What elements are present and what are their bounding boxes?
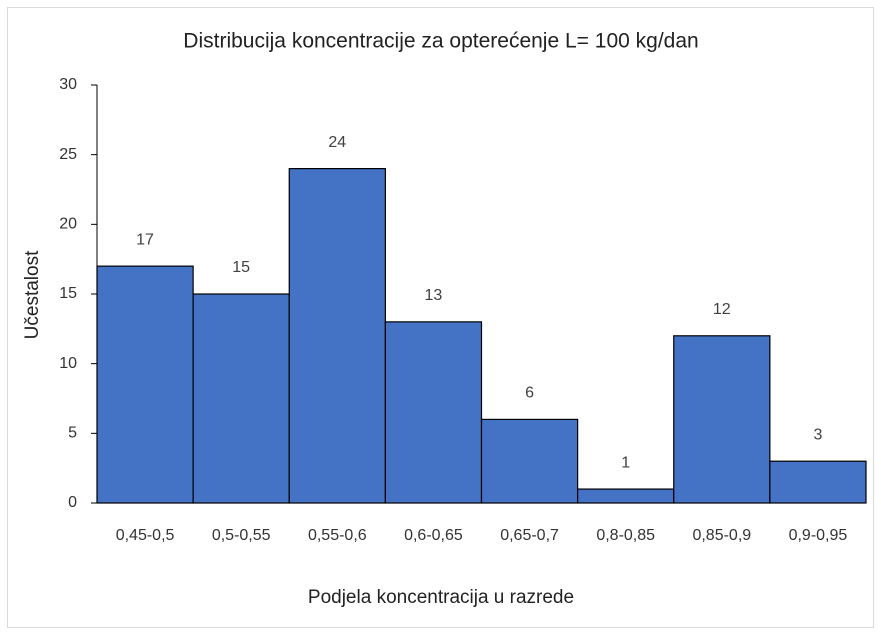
data-label: 6: [525, 385, 534, 402]
x-tick-label: 0,6-0,65: [404, 527, 463, 544]
x-tick-label: 0,65-0,7: [500, 527, 559, 544]
bar: [288, 168, 386, 504]
y-axis-label: Učestalost: [22, 250, 43, 339]
x-tick-label: 0,8-0,85: [596, 527, 655, 544]
y-tick-label: 15: [59, 285, 77, 302]
bar: [384, 321, 483, 504]
bar: [192, 293, 290, 504]
data-label: 15: [232, 259, 250, 276]
y-tick-label: 10: [59, 355, 77, 372]
bar: [769, 460, 867, 504]
bar: [673, 335, 771, 504]
data-label: 24: [328, 134, 346, 151]
x-tick-label: 0,9-0,95: [789, 527, 848, 544]
data-label: 1: [621, 454, 630, 471]
x-axis-label: Podjela koncentracija u razrede: [308, 587, 574, 608]
data-label: 13: [425, 287, 443, 304]
chart-title: Distribucija koncentracije za opterećenj…: [183, 30, 698, 53]
bar: [480, 418, 579, 504]
y-tick-label: 0: [68, 494, 77, 511]
y-tick-label: 20: [59, 216, 77, 233]
y-tick-label: 25: [59, 146, 77, 163]
data-label: 17: [136, 231, 154, 248]
data-label: 3: [813, 426, 822, 443]
bar: [577, 488, 675, 504]
bar: [96, 265, 194, 504]
x-tick-label: 0,5-0,55: [212, 527, 271, 544]
y-tick-label: 5: [68, 425, 77, 442]
x-tick-label: 0,55-0,6: [308, 527, 367, 544]
x-tick-label: 0,85-0,9: [692, 527, 751, 544]
y-tick-label: 30: [59, 76, 77, 93]
data-label: 12: [713, 301, 731, 318]
x-tick-label: 0,45-0,5: [116, 527, 175, 544]
